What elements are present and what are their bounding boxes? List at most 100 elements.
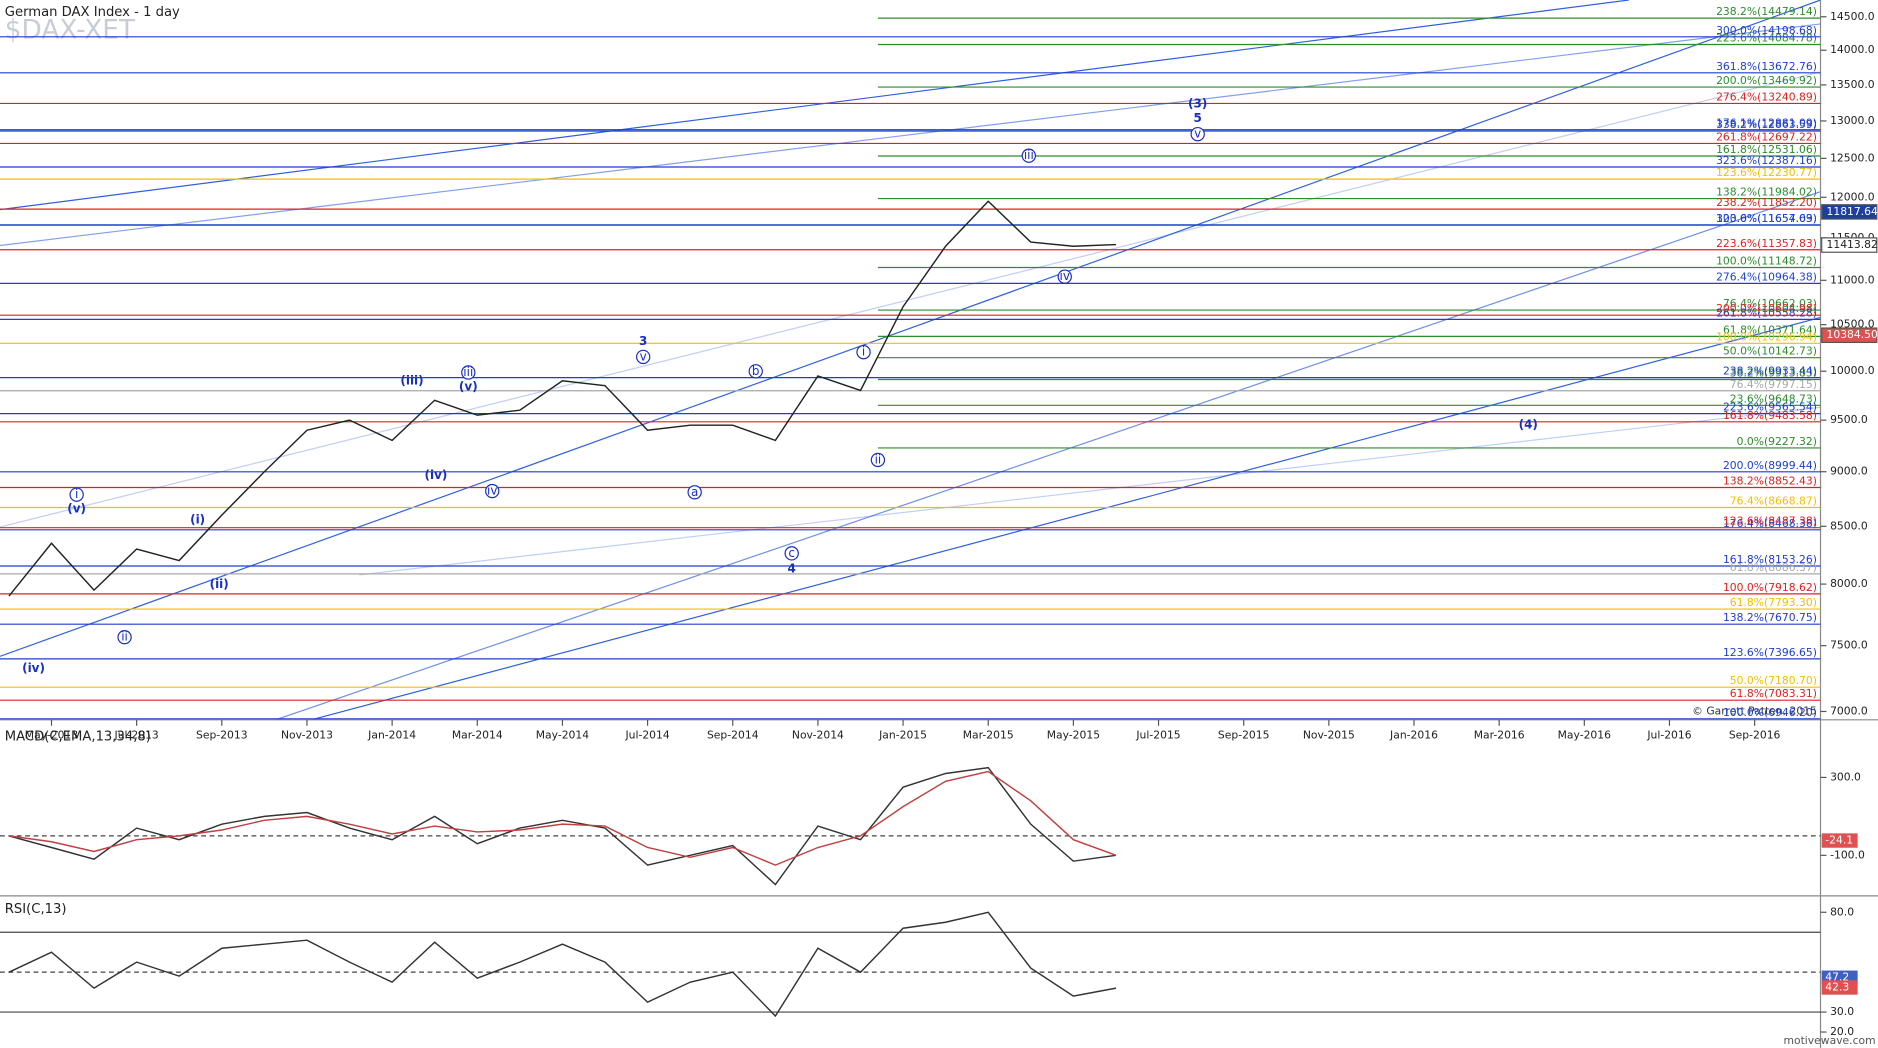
- trend-line: [359, 406, 1821, 576]
- x-tick-label: Jul-2015: [1135, 728, 1180, 741]
- fib-label: 38.2%(9913.83): [1730, 366, 1817, 379]
- footer: motivewave.com: [1784, 1034, 1876, 1047]
- x-tick-label: Jul-2013: [114, 728, 159, 741]
- fib-label: 238.2%(14479.14): [1716, 5, 1817, 18]
- wave-label: iv: [487, 484, 497, 498]
- fib-label: 0.0%(9227.32): [1737, 435, 1817, 448]
- wave-circle: [635, 349, 651, 365]
- wave-circle: [856, 344, 871, 360]
- fib-label: 200.0%(8999.44): [1723, 459, 1817, 472]
- wave-circle: [1190, 126, 1205, 142]
- y-tick-label: 9000.0: [1830, 465, 1868, 478]
- x-tick-label: Sep-2016: [1729, 728, 1781, 741]
- wave-label: c: [788, 546, 795, 560]
- y-tick-label: 8000.0: [1830, 577, 1868, 590]
- fib-label: 276.4%(13240.89): [1716, 90, 1817, 103]
- price-tag-label: 10384.50: [1826, 328, 1878, 341]
- wave-label: (3): [1188, 97, 1207, 111]
- trend-line: [0, 0, 1629, 211]
- x-tick-label: Nov-2013: [281, 728, 333, 741]
- fib-label: 261.8%(12697.22): [1716, 130, 1817, 143]
- wave-circle: [485, 483, 500, 499]
- panel-title: RSI(C,13): [5, 902, 67, 917]
- trend-line: [275, 191, 1821, 721]
- price-tag-label: 11817.64: [1826, 205, 1878, 218]
- fib-label: 100.0%(11148.72): [1716, 254, 1817, 267]
- wave-label: (iv): [425, 468, 448, 482]
- value-tag: [1821, 980, 1858, 995]
- fib-label: 61.8%(8086.37): [1730, 561, 1817, 574]
- x-tick-label: Sep-2015: [1218, 728, 1270, 741]
- fib-label: 300.0%(11654.09): [1716, 212, 1817, 225]
- fib-label: 161.8%(12531.06): [1716, 143, 1817, 156]
- fib-label: 123.6%(11657.63): [1716, 212, 1817, 225]
- fib-label: 176.1%(12881.09): [1716, 117, 1817, 130]
- value-tag-label: -24.1: [1825, 834, 1853, 847]
- x-tick-label: Jul-2014: [624, 728, 669, 741]
- panel-title: MACD(C,EMA,13,34,8): [5, 730, 151, 745]
- wave-label: (i): [190, 512, 205, 526]
- wave-label: (v): [67, 502, 86, 516]
- x-tick-label: Jan-2014: [367, 728, 416, 741]
- fib-label: 123.6%(8487.38): [1723, 515, 1817, 528]
- trend-line: [0, 71, 1821, 528]
- y-tick-label: 12500.0: [1830, 151, 1875, 164]
- x-tick-label: Mar-2015: [963, 728, 1014, 741]
- wave-label: (iii): [400, 373, 423, 387]
- fib-label: 138.2%(11984.02): [1716, 186, 1817, 199]
- price-tag-label: 11413.82: [1826, 238, 1877, 251]
- x-tick-label: Jan-2015: [878, 728, 927, 741]
- fib-label: 200.0%(13469.92): [1716, 74, 1817, 87]
- price-tag: [1821, 327, 1878, 344]
- x-tick-label: Mar-2016: [1474, 728, 1525, 741]
- fib-label: 76.4%(9797.15): [1730, 378, 1817, 391]
- fib-label: 338.2%(12863.59): [1716, 118, 1817, 131]
- x-tick-label: Jan-2016: [1389, 728, 1438, 741]
- fib-label: 100.0%(6946.20): [1723, 706, 1817, 719]
- wave-label: ii: [875, 452, 882, 466]
- fib-label: 323.6%(12387.16): [1716, 154, 1817, 167]
- fib-label: 176.4%(8468.38): [1723, 517, 1817, 530]
- y-tick-label: 13500.0: [1830, 78, 1875, 91]
- y-tick-label: -100.0: [1830, 848, 1865, 861]
- fib-label: 223.6%(9565.54): [1723, 401, 1817, 414]
- wave-circle: [1021, 148, 1037, 163]
- wave-circle: [870, 452, 886, 468]
- y-tick-label: 11000.0: [1830, 273, 1875, 286]
- fib-label: 23.6%(9648.73): [1730, 392, 1817, 405]
- fib-label: 300.0%(14198.68): [1716, 24, 1817, 37]
- wave-label: a: [691, 485, 698, 499]
- fib-label: 61.8%(7083.31): [1730, 687, 1817, 700]
- wave-circle: [69, 487, 84, 502]
- chart-title: German DAX Index - 1 day: [5, 5, 180, 20]
- x-tick-label: May-2015: [1047, 728, 1100, 741]
- fib-label: 223.6%(11357.83): [1716, 237, 1817, 250]
- wave-circle: [1057, 269, 1072, 284]
- x-tick-label: May-2016: [1558, 728, 1612, 741]
- x-tick-label: Jul-2016: [1646, 728, 1691, 741]
- x-tick-label: May-2014: [536, 728, 590, 741]
- fib-label: 138.2%(8852.43): [1723, 475, 1817, 488]
- wave-label: 5: [1194, 111, 1202, 125]
- fib-label: 61.8%(7793.30): [1730, 596, 1817, 609]
- wave-label: b: [752, 364, 760, 378]
- fib-label: 50.0%(10142.73): [1723, 345, 1817, 358]
- price-tag: [1821, 237, 1878, 253]
- y-tick-label: 14500.0: [1830, 10, 1875, 23]
- fib-label: 123.6%(12230.77): [1716, 166, 1817, 179]
- y-tick-label: 13000.0: [1830, 114, 1875, 127]
- wave-label: v: [640, 349, 647, 363]
- y-tick-label: 10000.0: [1830, 364, 1875, 377]
- watermark: $DAX-XET: [5, 16, 136, 46]
- fib-label: 261.8%(10558.28): [1716, 306, 1817, 319]
- y-tick-label: 8500.0: [1830, 519, 1868, 532]
- y-tick-label: 80.0: [1830, 905, 1854, 918]
- y-tick-label: 300.0: [1830, 770, 1861, 783]
- fib-label: 223.6%(14084.78): [1716, 31, 1817, 44]
- fib-label: 76.4%(8668.87): [1730, 495, 1817, 508]
- wave-label: iii: [463, 365, 473, 379]
- wave-circle: [687, 485, 702, 500]
- fib-label: 276.4%(10964.38): [1716, 270, 1817, 283]
- y-tick-label: 12000.0: [1830, 190, 1875, 203]
